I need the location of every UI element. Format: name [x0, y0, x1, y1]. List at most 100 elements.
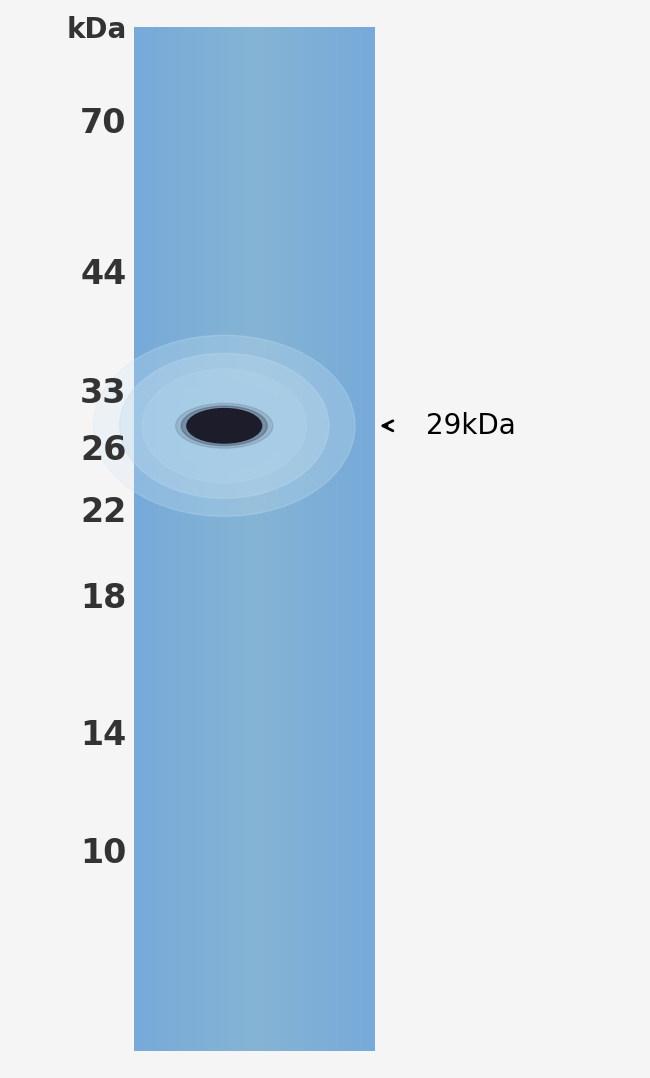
- Bar: [287, 27, 289, 1051]
- Bar: [372, 27, 376, 1051]
- Bar: [178, 27, 181, 1051]
- Bar: [211, 27, 213, 1051]
- Bar: [239, 27, 241, 1051]
- Bar: [369, 27, 371, 1051]
- Bar: [298, 27, 301, 1051]
- Bar: [148, 27, 151, 1051]
- Bar: [303, 27, 306, 1051]
- Bar: [263, 27, 265, 1051]
- Bar: [351, 27, 354, 1051]
- Bar: [142, 27, 145, 1051]
- Bar: [367, 27, 369, 1051]
- Bar: [202, 27, 205, 1051]
- Bar: [162, 27, 165, 1051]
- Bar: [180, 27, 183, 1051]
- Bar: [357, 27, 359, 1051]
- Bar: [339, 27, 341, 1051]
- Bar: [216, 27, 219, 1051]
- Bar: [170, 27, 173, 1051]
- Bar: [200, 27, 203, 1051]
- Bar: [192, 27, 195, 1051]
- Bar: [235, 27, 237, 1051]
- Bar: [333, 27, 335, 1051]
- Bar: [289, 27, 291, 1051]
- Ellipse shape: [161, 382, 288, 470]
- Bar: [307, 27, 309, 1051]
- Ellipse shape: [176, 403, 273, 448]
- Bar: [279, 27, 281, 1051]
- Text: 29kDa: 29kDa: [426, 412, 515, 440]
- Bar: [242, 27, 245, 1051]
- Bar: [343, 27, 345, 1051]
- Bar: [190, 27, 193, 1051]
- Text: 70: 70: [80, 108, 127, 140]
- Bar: [187, 27, 189, 1051]
- Bar: [176, 27, 179, 1051]
- Bar: [327, 27, 330, 1051]
- Bar: [359, 27, 361, 1051]
- Bar: [207, 27, 209, 1051]
- Bar: [317, 27, 319, 1051]
- Bar: [159, 27, 161, 1051]
- Text: 18: 18: [81, 582, 127, 614]
- Bar: [283, 27, 285, 1051]
- Bar: [365, 27, 367, 1051]
- Bar: [305, 27, 307, 1051]
- Bar: [188, 27, 191, 1051]
- Bar: [255, 27, 257, 1051]
- Bar: [370, 27, 373, 1051]
- Text: 33: 33: [80, 377, 127, 410]
- Bar: [291, 27, 293, 1051]
- Bar: [294, 27, 297, 1051]
- Bar: [281, 27, 283, 1051]
- Text: 26: 26: [81, 434, 127, 467]
- Bar: [228, 27, 231, 1051]
- Text: kDa: kDa: [66, 16, 127, 44]
- Bar: [322, 27, 325, 1051]
- Ellipse shape: [94, 335, 355, 516]
- Bar: [194, 27, 197, 1051]
- Bar: [222, 27, 225, 1051]
- Bar: [335, 27, 337, 1051]
- Bar: [261, 27, 263, 1051]
- Ellipse shape: [142, 369, 307, 483]
- Ellipse shape: [120, 354, 329, 498]
- Bar: [276, 27, 280, 1051]
- Bar: [156, 27, 159, 1051]
- Bar: [196, 27, 199, 1051]
- Bar: [152, 27, 155, 1051]
- Bar: [146, 27, 149, 1051]
- Bar: [250, 27, 253, 1051]
- Bar: [341, 27, 343, 1051]
- Text: 22: 22: [81, 496, 127, 528]
- Bar: [300, 27, 304, 1051]
- Bar: [164, 27, 167, 1051]
- Bar: [248, 27, 251, 1051]
- Bar: [257, 27, 259, 1051]
- Bar: [361, 27, 363, 1051]
- Bar: [204, 27, 207, 1051]
- Bar: [209, 27, 211, 1051]
- Bar: [318, 27, 321, 1051]
- Bar: [144, 27, 147, 1051]
- Bar: [296, 27, 299, 1051]
- Bar: [226, 27, 229, 1051]
- Bar: [172, 27, 175, 1051]
- Bar: [346, 27, 349, 1051]
- Bar: [198, 27, 201, 1051]
- Bar: [140, 27, 143, 1051]
- Bar: [218, 27, 221, 1051]
- Text: 10: 10: [81, 838, 127, 870]
- Bar: [246, 27, 249, 1051]
- Bar: [363, 27, 365, 1051]
- Bar: [285, 27, 287, 1051]
- Bar: [136, 27, 139, 1051]
- Bar: [324, 27, 328, 1051]
- Bar: [331, 27, 333, 1051]
- Bar: [224, 27, 227, 1051]
- Bar: [174, 27, 177, 1051]
- Bar: [313, 27, 315, 1051]
- Bar: [185, 27, 187, 1051]
- Bar: [233, 27, 235, 1051]
- Bar: [220, 27, 223, 1051]
